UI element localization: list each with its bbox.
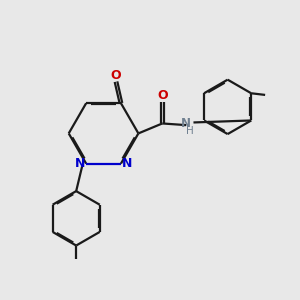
Text: N: N xyxy=(75,157,85,170)
Text: N: N xyxy=(122,157,132,170)
Text: O: O xyxy=(111,69,121,82)
Text: H: H xyxy=(186,126,194,136)
Text: N: N xyxy=(181,117,190,130)
Text: O: O xyxy=(157,89,168,102)
